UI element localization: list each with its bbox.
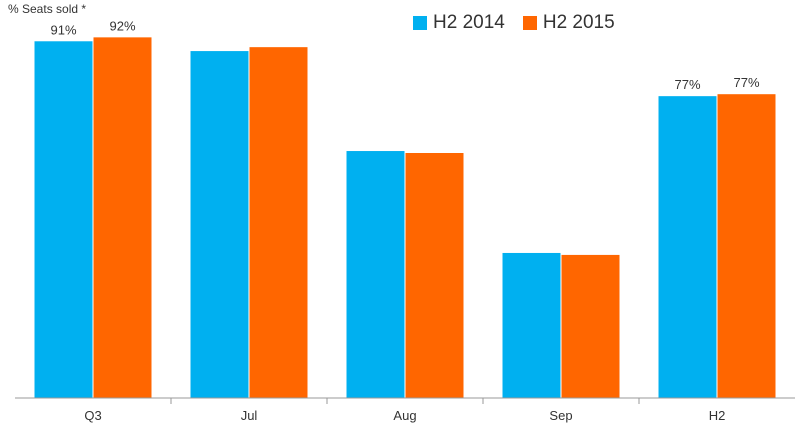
- bar-h2-2014-q3: [34, 41, 93, 398]
- bar-h2-2015-aug: [405, 153, 464, 398]
- bar-h2-2014-jul: [190, 51, 249, 399]
- x-tick-aug: Aug: [393, 408, 416, 423]
- x-tick-jul: Jul: [241, 408, 258, 423]
- y-axis-label: % Seats sold *: [8, 2, 87, 16]
- legend-swatch-h2-2014: [413, 16, 427, 30]
- legend-item-h2-2014: H2 2014: [413, 12, 505, 34]
- bar-h2-2015-jul: [249, 47, 308, 398]
- legend: H2 2014 H2 2015: [413, 12, 633, 34]
- bar-h2-2014-h2: [658, 96, 717, 398]
- data-label-h2-2015-q3: 92%: [109, 18, 135, 33]
- data-label-h2-2014-q3: 91%: [50, 22, 76, 37]
- x-tick-q3: Q3: [84, 408, 101, 423]
- legend-swatch-h2-2015: [522, 16, 537, 30]
- x-tick-h2: H2: [709, 408, 726, 423]
- legend-item-h2-2015: H2 2015: [522, 12, 615, 34]
- legend-label-h2-2015: H2 2015: [542, 12, 615, 33]
- data-label-h2-2015-h2: 77%: [733, 75, 759, 90]
- bar-h2-2014-sep: [502, 252, 561, 398]
- bar-h2-2015-sep: [561, 254, 620, 398]
- bar-h2-2015-h2: [717, 94, 776, 398]
- x-tick-sep: Sep: [549, 408, 572, 423]
- legend-label-h2-2014: H2 2014: [433, 12, 505, 33]
- data-label-h2-2014-h2: 77%: [674, 77, 700, 92]
- bar-h2-2014-aug: [346, 151, 405, 398]
- bar-h2-2015-q3: [93, 37, 152, 399]
